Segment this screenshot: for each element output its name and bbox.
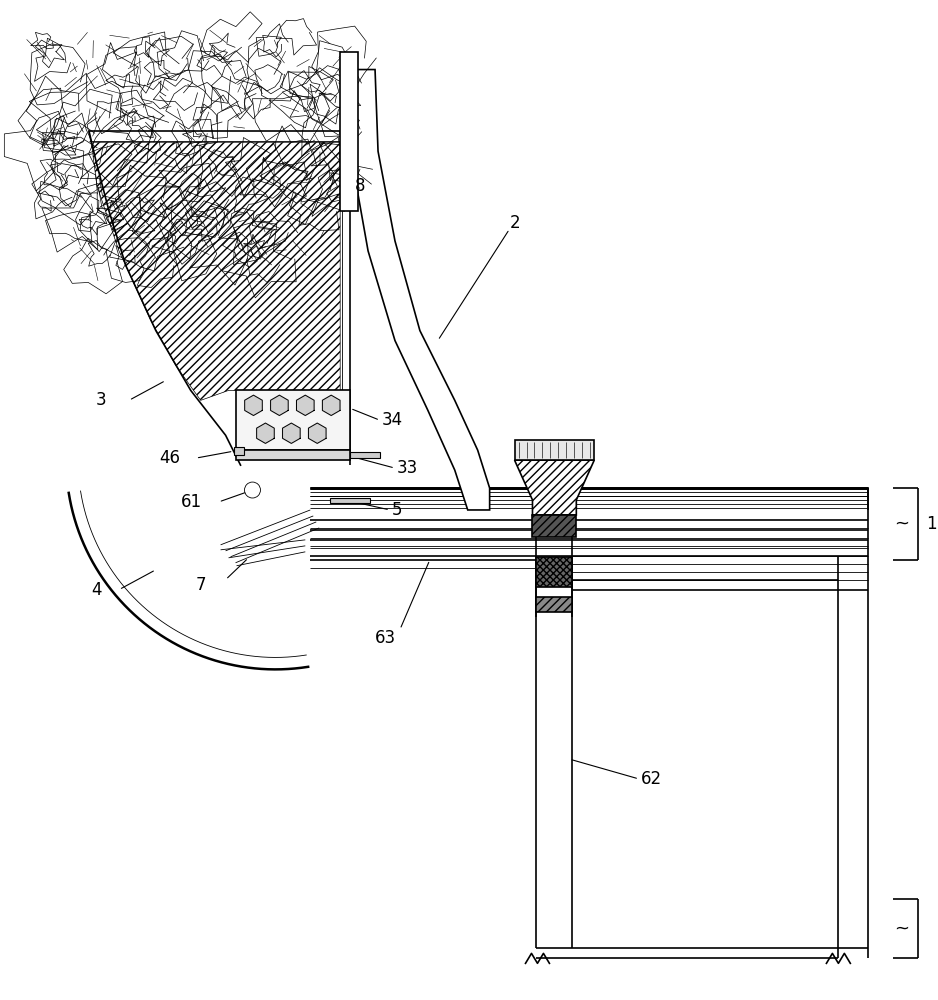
Text: ~: ~ [894, 515, 909, 533]
Text: 62: 62 [641, 770, 662, 788]
Text: 4: 4 [91, 581, 101, 599]
Text: 33: 33 [397, 459, 418, 477]
Polygon shape [257, 423, 274, 443]
Text: 8: 8 [356, 177, 366, 195]
Circle shape [245, 482, 261, 498]
Polygon shape [323, 395, 340, 416]
Polygon shape [93, 142, 340, 400]
Polygon shape [282, 423, 300, 443]
Polygon shape [270, 395, 288, 416]
Text: 46: 46 [159, 449, 180, 467]
Bar [234, 447, 244, 455]
Text: 1: 1 [926, 515, 937, 533]
Polygon shape [309, 423, 326, 443]
Polygon shape [350, 70, 490, 510]
Polygon shape [515, 460, 595, 515]
Text: 61: 61 [181, 493, 202, 511]
Text: 63: 63 [375, 629, 396, 647]
Text: ~: ~ [894, 919, 909, 937]
Bar [235, 390, 350, 450]
Text: 34: 34 [382, 411, 403, 429]
Bar [515, 440, 595, 460]
Text: 7: 7 [196, 576, 206, 594]
Bar [537, 557, 572, 587]
Bar [537, 597, 572, 612]
Text: 3: 3 [96, 391, 107, 409]
Bar [533, 515, 576, 537]
Polygon shape [296, 395, 314, 416]
Text: 5: 5 [392, 501, 402, 519]
Bar [340, 52, 358, 211]
Text: 2: 2 [509, 214, 521, 232]
Bar [235, 450, 350, 460]
Bar [350, 452, 380, 458]
Bar [330, 498, 371, 503]
Polygon shape [245, 395, 263, 416]
